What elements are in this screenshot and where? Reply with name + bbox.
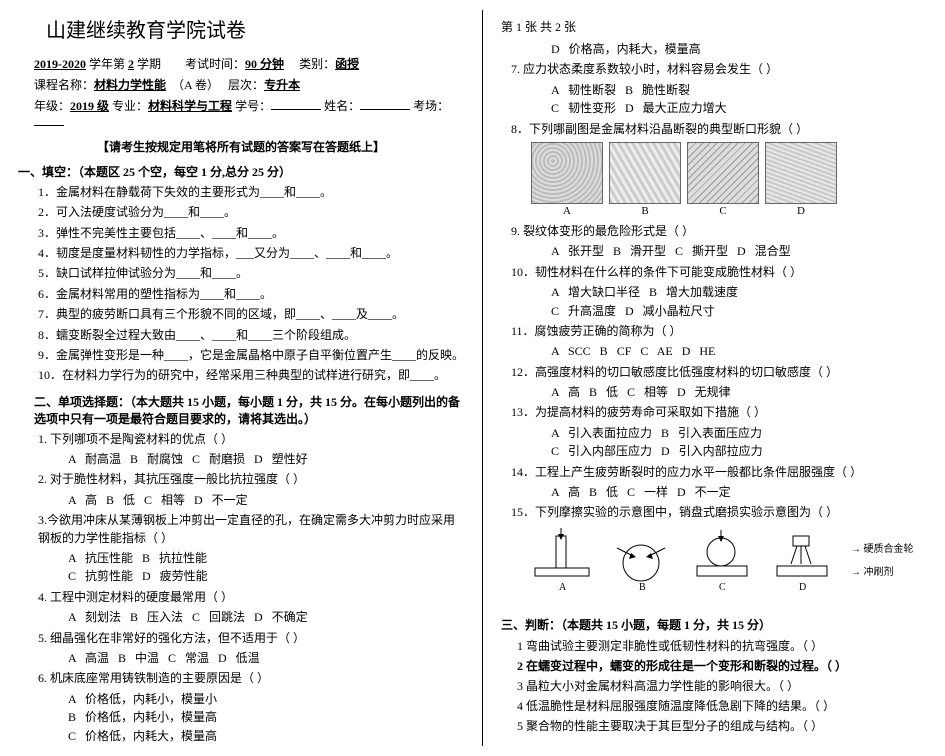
s2-q14: 14．工程上产生疲劳断裂时的应力水平一般都比条件屈服强度（ ） (511, 464, 945, 481)
s1-q1: 1．金属材料在静载荷下失效的主要形式为____和____。 (38, 184, 464, 201)
s2-q14-opts: A 高 B 低 C 一样 D 不一定 (551, 484, 945, 501)
q8-img-d (765, 142, 837, 204)
q15-legend: → 硬质合金轮 → 冲刷剂 (851, 543, 914, 579)
s1-q9: 9．金属弹性变形是一种____，它是金属晶格中原子自平衡位置产生____的反映。 (38, 347, 464, 364)
s2-q2: 2. 对于脆性材料，其抗压强度一般比抗拉强度（ ） (38, 471, 464, 488)
s1-q3: 3．弹性不完美性主要包括____、____和____。 (38, 225, 464, 242)
s2-q6-opts1: A 价格低，内耗小，模量小 (68, 691, 464, 708)
s2-q13-opts2: C 引入内部压应力 D 引入内部拉应力 (551, 443, 945, 460)
s1-q6: 6．金属材料常用的塑性指标为____和____。 (38, 286, 464, 303)
s2-q13-opts1: A 引入表面拉应力 B 引入表面压应力 (551, 425, 945, 442)
s2-q2-opts: A 高 B 低 C 相等 D 不一定 (68, 492, 464, 509)
s3-t3: 3 晶粒大小对金属材料高温力学性能的影响很大。（ ） (517, 677, 945, 694)
meta-line-2: 课程名称：材料力学性能 （A 卷） 层次：专升本 (34, 76, 464, 93)
s2-q7-opts1: A 韧性断裂 B 脆性断裂 (551, 82, 945, 99)
s1-q4: 4．韧度是度量材料韧性的力学指标，___又分为____、____和____。 (38, 245, 464, 262)
svg-text:C: C (719, 582, 726, 593)
s2-q6: 6. 机床底座常用铸铁制造的主要原因是（ ） (38, 670, 464, 687)
q8-img-b (609, 142, 681, 204)
s1-q7: 7．典型的疲劳断口具有三个形貌不同的区域，即____、____及____。 (38, 306, 464, 323)
s1-q5: 5．缺口试样拉伸试验分为____和____。 (38, 265, 464, 282)
q15-svg-d: D (771, 528, 833, 594)
s2-q12-opts: A 高 B 低 C 相等 D 无规律 (551, 384, 945, 401)
s2-q3-opts1: A 抗压性能 B 抗拉性能 (68, 550, 464, 567)
s2-q1-opts: A 耐高温 B 耐腐蚀 C 耐磨损 D 塑性好 (68, 451, 464, 468)
s1-q10: 10．在材料力学行为的研究中，经常采用三种典型的试样进行研究，即____。 (38, 367, 464, 384)
s2-q10: 10．韧性材料在什么样的条件下可能变成脆性材料（ ） (511, 264, 945, 281)
s2-q3: 3.今欲用冲床从某薄钢板上冲剪出一定直径的孔，在确定需多大冲剪力时应采用钢板的力… (38, 512, 464, 547)
s2-q7: 7. 应力状态柔度系数较小时，材料容易会发生（ ） (511, 61, 945, 78)
s2-q10-opts2: C 升高温度 D 减小晶粒尺寸 (551, 303, 945, 320)
s2-q12: 12．高强度材料的切口敏感度比低强度材料的切口敏感度（ ） (511, 364, 945, 381)
s2-q9-opts: A 张开型 B 滑开型 C 撕开型 D 混合型 (551, 243, 945, 260)
q15-svg-b: B (611, 528, 673, 594)
left-column: 山建继续教育学院试卷 2019-2020 学年第 2 学期 考试时间：90 分钟… (10, 10, 472, 746)
section-1-head: 一、填空：（本题区 25 个空，每空 1 分,总分 25 分） (18, 163, 464, 180)
s2-q6-opts2: B 价格低，内耗小，模量高 (68, 709, 464, 726)
s2-q8: 8．下列哪副图是金属材料沿晶断裂的典型断口形貌（ ） (511, 121, 945, 138)
s2-q13: 13．为提高材料的疲劳寿命可采取如下措施（ ） (511, 404, 945, 421)
s2-q11-opts: A SCC B CF C AE D HE (551, 343, 945, 360)
meta-line-1: 2019-2020 学年第 2 学期 考试时间：90 分钟 类别：函授 (34, 55, 464, 72)
meta-line-3: 年级：2019 级 专业：材料科学与工程 学号： 姓名： 考场： (34, 97, 464, 130)
q8-img-a (531, 142, 603, 204)
notice: 【请考生按规定用笔将所有试题的答案写在答题纸上】 (18, 138, 464, 155)
s2-q1: 1. 下列哪项不是陶瓷材料的优点（ ） (38, 431, 464, 448)
svg-text:A: A (559, 582, 567, 593)
s2-q7-opts2: C 韧性变形 D 最大正应力增大 (551, 100, 945, 117)
s2-q15: 15．下列摩擦实验的示意图中，销盘式磨损实验示意图为（ ） (511, 504, 945, 521)
column-divider (482, 10, 483, 746)
s2-q11: 11．腐蚀疲劳正确的简称为（ ） (511, 323, 945, 340)
s2-q5-opts: A 高温 B 中温 C 常温 D 低温 (68, 650, 464, 667)
page-label: 第 1 张 共 2 张 (501, 18, 945, 35)
s3-t5: 5 聚合物的性能主要取决于其巨型分子的组成与结构。（ ） (517, 717, 945, 734)
svg-text:D: D (799, 582, 806, 593)
section-3-head: 三、判断：（本题共 15 小题，每题 1 分，共 15 分） (501, 616, 945, 633)
exam-title: 山建继续教育学院试卷 (46, 14, 246, 43)
s2-q9: 9. 裂纹体变形的最危险形式是（ ） (511, 223, 945, 240)
s2-q5: 5. 细晶强化在非常好的强化方法，但不适用于（ ） (38, 630, 464, 647)
s2-q10-opts1: A 增大缺口半径 B 增大加载速度 (551, 284, 945, 301)
q8-img-c (687, 142, 759, 204)
s3-t2: 2 在蠕变过程中，蠕变的形成往是一个变形和断裂的过程。（ ） (517, 657, 945, 674)
s2-q6-opts4: D 价格高，内耗大，模量高 (551, 41, 945, 58)
s2-q4-opts: A 刻划法 B 压入法 C 回跳法 D 不确定 (68, 609, 464, 626)
q8-images (531, 142, 945, 204)
svg-text:B: B (639, 582, 646, 593)
s1-q8: 8．蠕变断裂全过程大致由____、____和____三个阶段组成。 (38, 327, 464, 344)
s2-q4: 4. 工程中测定材料的硬度最常用（ ） (38, 589, 464, 606)
s2-q6-opts3: C 价格低，内耗大，模量高 (68, 728, 464, 745)
s3-t1: 1 弯曲试验主要测定非脆性或低韧性材料的抗弯强度。（ ） (517, 637, 945, 654)
right-column: 第 1 张 共 2 张 D 价格高，内耗大，模量高 7. 应力状态柔度系数较小时… (493, 10, 945, 746)
s1-q2: 2．可入法硬度试验分为____和____。 (38, 204, 464, 221)
s2-q3-opts2: C 抗剪性能 D 疲劳性能 (68, 568, 464, 585)
section-2-head: 二、单项选择题：（本大题共 15 小题，每小题 1 分，共 15 分。在每小题列… (34, 393, 464, 427)
s3-t4: 4 低温脆性是材料屈服强度随温度降低急剧下降的结果。（ ） (517, 697, 945, 714)
q15-diagrams: A B C (531, 528, 945, 594)
q15-svg-a: A (531, 528, 593, 594)
q15-svg-c: C (691, 528, 753, 594)
